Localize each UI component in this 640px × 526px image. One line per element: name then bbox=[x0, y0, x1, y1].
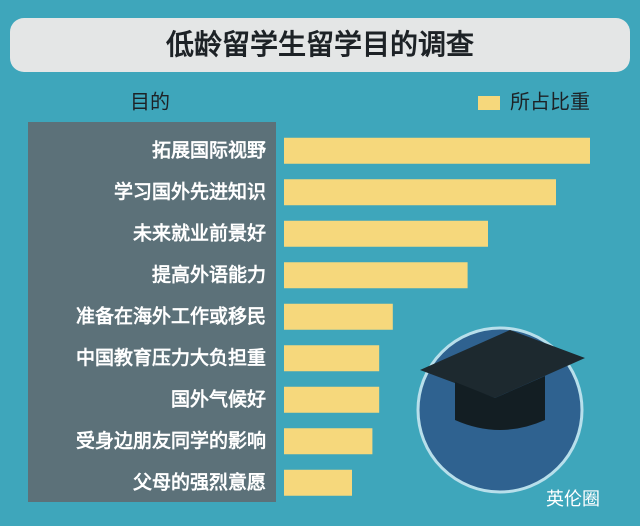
y-tick-label: 提高外语能力 bbox=[152, 263, 266, 286]
label-panel bbox=[28, 122, 276, 502]
cap-top bbox=[420, 330, 585, 398]
bar bbox=[284, 262, 468, 289]
title-banner bbox=[10, 18, 630, 72]
y-tick-label: 学习国外先进知识 bbox=[114, 180, 266, 203]
axis-label: 目的 bbox=[130, 90, 170, 114]
bar bbox=[284, 428, 373, 455]
legend-swatch bbox=[478, 96, 500, 110]
watermark: 英伦圈 bbox=[546, 489, 600, 510]
bar bbox=[284, 220, 488, 247]
globe-rim bbox=[416, 326, 584, 494]
y-tick-label: 国外气候好 bbox=[171, 387, 266, 410]
cap-body bbox=[455, 376, 545, 430]
bar bbox=[284, 303, 393, 330]
bar bbox=[284, 179, 556, 206]
y-tick-label: 拓展国际视野 bbox=[152, 138, 266, 161]
bar bbox=[284, 386, 380, 413]
y-tick-label: 未来就业前景好 bbox=[132, 221, 266, 244]
bar bbox=[284, 469, 352, 496]
bar bbox=[284, 137, 590, 164]
bar bbox=[284, 345, 380, 372]
y-tick-label: 准备在海外工作或移民 bbox=[76, 304, 266, 327]
legend-label: 所占比重 bbox=[510, 90, 590, 114]
globe-decoration bbox=[416, 326, 585, 494]
y-tick-label: 父母的强烈意愿 bbox=[132, 470, 266, 493]
chart-title: 低龄留学生留学目的调查 bbox=[165, 28, 474, 61]
y-tick-label: 中国教育压力大负担重 bbox=[76, 346, 266, 369]
y-tick-label: 受身边朋友同学的影响 bbox=[76, 429, 266, 452]
